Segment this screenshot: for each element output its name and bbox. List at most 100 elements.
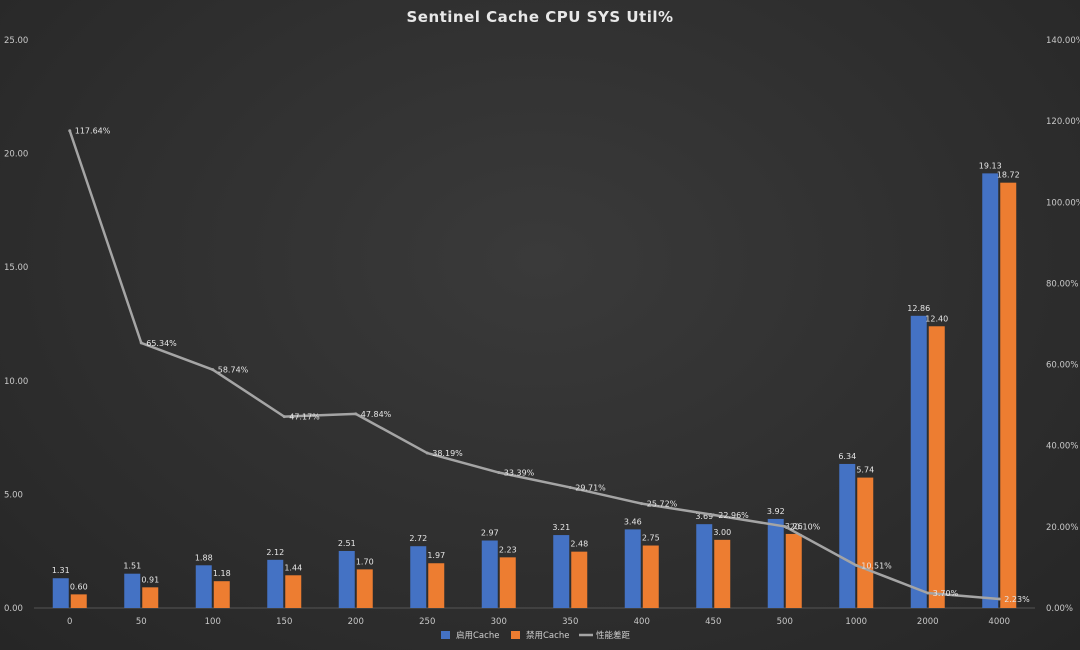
bar-cache-disabled	[642, 545, 659, 608]
y-left-tick-label: 10.00	[4, 377, 28, 387]
x-tick-label: 150	[276, 617, 292, 627]
bar-data-label: 2.97	[481, 529, 499, 538]
y-right-tick-label: 120.00%	[1046, 117, 1080, 127]
y-left-tick-label: 15.00	[4, 263, 28, 273]
bar-cache-disabled	[70, 594, 87, 608]
line-data-label: 2.23%	[1004, 595, 1030, 604]
bar-cache-enabled	[195, 565, 212, 608]
line-point	[211, 368, 215, 372]
line-data-label: 47.84%	[361, 410, 392, 419]
bar-data-label: 1.70	[356, 557, 374, 566]
bar-data-label: 0.91	[141, 575, 159, 584]
line-data-label: 47.17%	[289, 413, 320, 422]
y-right-tick-label: 40.00%	[1046, 442, 1078, 452]
line-data-label: 33.39%	[504, 469, 535, 478]
bar-data-label: 2.72	[409, 534, 427, 543]
y-right-tick-label: 0.00%	[1046, 604, 1073, 614]
line-data-label: 38.19%	[432, 449, 463, 458]
bar-cache-disabled	[499, 557, 516, 608]
line-point	[497, 471, 501, 475]
bar-cache-disabled	[428, 563, 445, 608]
bar-data-label: 3.92	[767, 507, 785, 516]
bar-data-label: 18.72	[997, 171, 1020, 180]
bar-cache-enabled	[696, 524, 713, 608]
bar-data-label: 2.48	[570, 540, 588, 549]
line-point	[640, 502, 644, 506]
y-right-tick-label: 100.00%	[1046, 198, 1080, 208]
bar-cache-disabled	[571, 551, 588, 608]
bar-cache-disabled	[356, 569, 373, 608]
legend-label: 启用Cache	[456, 630, 499, 641]
bar-data-label: 2.51	[338, 539, 356, 548]
line-point	[854, 563, 858, 567]
bar-cache-enabled	[52, 578, 69, 608]
bar-cache-enabled	[410, 546, 427, 608]
bar-cache-disabled	[857, 477, 874, 608]
legend-swatch	[511, 631, 520, 639]
line-data-label: 25.72%	[647, 500, 678, 509]
bar-cache-disabled	[213, 581, 230, 608]
line-point	[711, 513, 715, 517]
y-right-tick-label: 20.00%	[1046, 523, 1078, 533]
bar-data-label: 1.88	[195, 553, 213, 562]
line-data-label: 65.34%	[146, 339, 177, 348]
line-point	[568, 485, 572, 489]
legend-label: 禁用Cache	[526, 631, 569, 641]
bar-data-label: 12.40	[925, 314, 948, 323]
x-tick-label: 1000	[845, 617, 867, 627]
x-tick-label: 350	[562, 617, 578, 627]
bar-cache-enabled	[481, 540, 498, 608]
bar-cache-disabled	[928, 326, 945, 608]
line-data-label: 10.51%	[861, 561, 892, 570]
bar-cache-enabled	[839, 463, 856, 608]
x-tick-label: 500	[777, 617, 793, 627]
bar-data-label: 3.26	[785, 522, 803, 531]
legend-label: 性能差距	[596, 630, 631, 641]
line-data-label: 117.64%	[75, 127, 111, 136]
line-data-label: 29.71%	[575, 483, 606, 492]
bar-cache-disabled	[142, 587, 159, 608]
chart-title: Sentinel Cache CPU SYS Util%	[406, 8, 674, 26]
legend-swatch	[441, 631, 450, 639]
line-point	[997, 597, 1001, 601]
bar-data-label: 12.86	[907, 304, 930, 313]
x-tick-label: 300	[491, 617, 507, 627]
bar-cache-disabled	[714, 539, 731, 608]
y-left-tick-label: 5.00	[4, 490, 23, 500]
line-data-label: 58.74%	[218, 366, 249, 375]
bar-cache-enabled	[982, 173, 999, 608]
y-right-tick-label: 80.00%	[1046, 279, 1078, 289]
bar-data-label: 19.13	[979, 161, 1002, 170]
bar-data-label: 3.21	[552, 523, 570, 532]
x-tick-label: 100	[205, 617, 221, 627]
x-tick-label: 450	[705, 617, 721, 627]
y-left-tick-label: 25.00	[4, 36, 28, 46]
line-point	[425, 451, 429, 455]
bar-data-label: 2.23	[499, 545, 517, 554]
bar-data-label: 1.31	[52, 566, 70, 575]
bar-data-label: 2.12	[266, 548, 284, 557]
x-tick-label: 400	[634, 617, 650, 627]
bar-cache-enabled	[338, 550, 355, 608]
bar-data-label: 1.44	[284, 563, 302, 572]
y-right-tick-label: 140.00%	[1046, 36, 1080, 46]
x-tick-label: 200	[348, 617, 364, 627]
bar-data-label: 6.34	[838, 452, 856, 461]
bar-data-label: 0.60	[70, 582, 88, 591]
line-point	[354, 412, 358, 416]
line-performance-gap	[68, 130, 1000, 601]
bar-data-label: 1.51	[123, 562, 141, 571]
bar-cache-enabled	[910, 315, 927, 608]
x-tick-label: 0	[67, 617, 72, 627]
line-data-label: 3.70%	[933, 589, 959, 598]
bar-cache-disabled	[785, 533, 802, 608]
y-left-tick-label: 20.00	[4, 150, 28, 160]
bar-data-label: 1.97	[427, 551, 445, 560]
bar-cache-enabled	[624, 529, 641, 608]
bar-cache-enabled	[267, 559, 284, 608]
line-point	[926, 591, 930, 595]
bar-data-label: 2.75	[642, 534, 660, 543]
line-point	[139, 341, 143, 345]
